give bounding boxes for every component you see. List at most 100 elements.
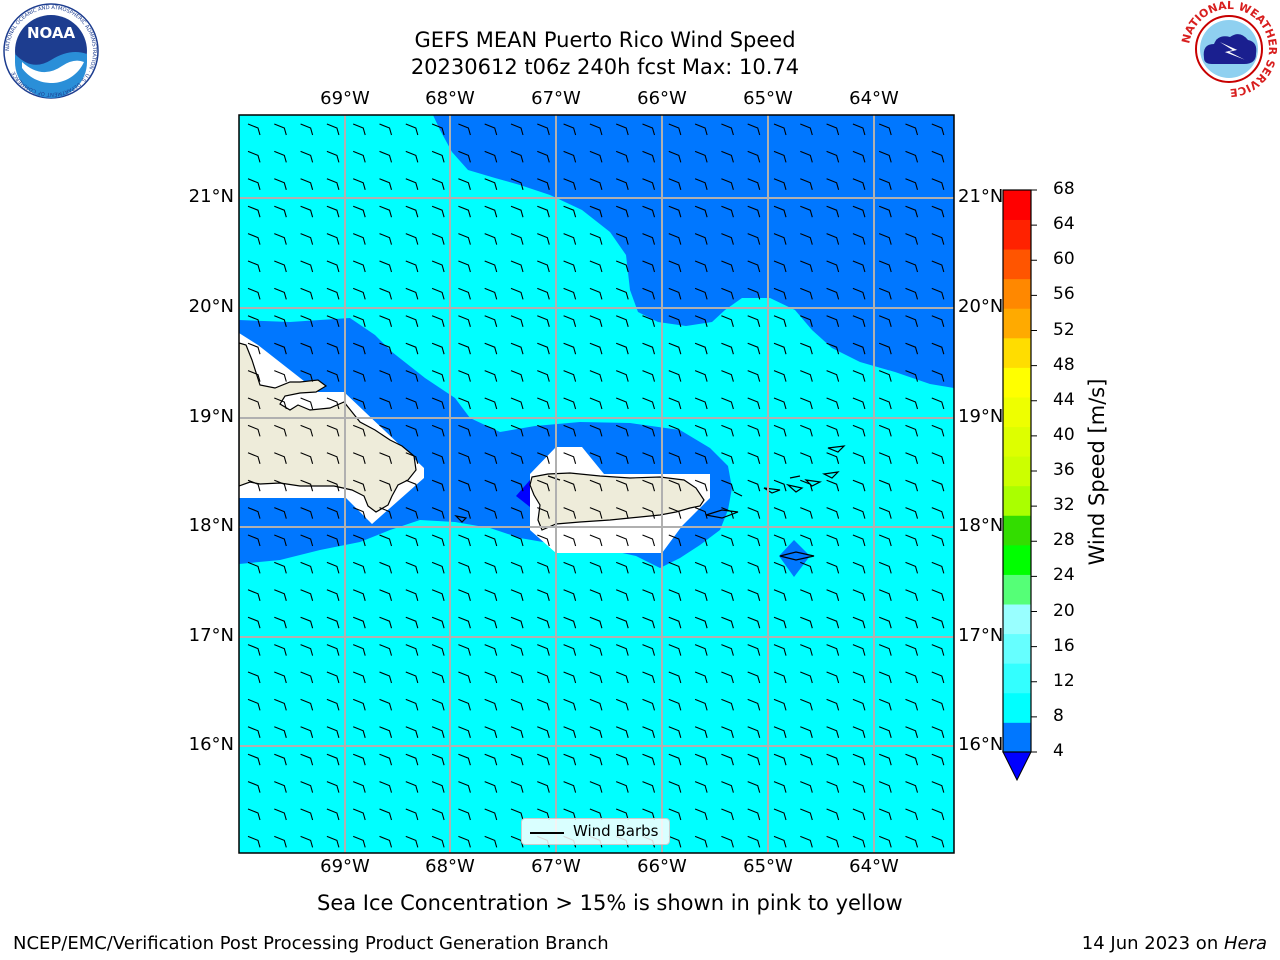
wind-barb (694, 397, 708, 410)
wind-barb (537, 452, 550, 464)
wind-barbs-legend: Wind Barbs (521, 818, 670, 845)
wind-barb (537, 205, 550, 218)
wind-barb (431, 370, 445, 382)
wind-barb (274, 233, 287, 245)
wind-barb (589, 589, 603, 601)
lat-label-right: 17°N (958, 625, 1004, 646)
wind-barb (326, 561, 340, 574)
wind-barb (510, 561, 524, 574)
wind-barb (826, 260, 840, 273)
wind-barb (800, 835, 813, 848)
wind-barb (694, 726, 708, 738)
wind-barb (694, 260, 708, 273)
wind-barb (274, 287, 287, 300)
noaa-logo-icon: NOAA NATIONAL OCEANIC AND ATMOSPHERIC AD… (2, 2, 100, 100)
wind-barb (352, 698, 366, 711)
wind-barb (274, 753, 287, 766)
wind-barb (458, 534, 471, 547)
wind-barb (852, 616, 866, 629)
wind-barb (931, 808, 945, 821)
wind-barb (694, 342, 708, 355)
wind-barb (852, 123, 866, 136)
colorbar-segment (1003, 367, 1031, 398)
wind-barb (931, 835, 945, 848)
wind-barb (905, 397, 919, 410)
wind-barb (458, 315, 471, 327)
wind-barb (905, 370, 919, 382)
wind-barb (905, 534, 919, 547)
wind-barb (484, 781, 498, 793)
wind-barb (405, 589, 419, 601)
wind-barb (510, 315, 524, 327)
colorbar-tick-label: 12 (1053, 670, 1075, 691)
wind-barb (668, 561, 682, 574)
wind-barb (352, 808, 366, 821)
wind-barb (694, 835, 708, 848)
wind-barb (405, 150, 419, 163)
wind-barb (537, 123, 550, 136)
wind-barb (563, 616, 577, 629)
wind-barb (589, 698, 603, 711)
wind-barb (642, 205, 656, 218)
wind-barb (694, 178, 708, 190)
wind-barb (800, 452, 813, 464)
colorbar-segment (1003, 722, 1031, 753)
wind-barb (773, 781, 787, 793)
wind-barb (852, 150, 866, 163)
wind-band-4-8-north (433, 115, 954, 388)
wind-barb (431, 507, 445, 519)
wind-barb (300, 452, 314, 464)
wind-barb (589, 315, 603, 327)
wind-barb (721, 561, 734, 574)
wind-barb (379, 150, 393, 163)
wind-barb (563, 233, 577, 245)
wind-barb (352, 260, 366, 273)
wind-barb (852, 507, 866, 519)
wind-barb (352, 205, 366, 218)
wind-barb (300, 835, 314, 848)
wind-barb (905, 205, 919, 218)
wind-barb (326, 753, 340, 766)
wind-barb (405, 507, 419, 519)
wind-barb (721, 698, 734, 711)
wind-barb (352, 233, 366, 245)
wind-barb (642, 644, 656, 656)
wind-barb (931, 561, 945, 574)
wind-barb (484, 424, 498, 437)
wind-barb (274, 150, 287, 163)
wind-barb (510, 342, 524, 355)
wind-barb (668, 781, 682, 793)
wind-barb (721, 424, 734, 437)
wind-barb (484, 616, 498, 629)
wind-barb (800, 342, 813, 355)
wind-barb (878, 808, 892, 821)
wind-barb (274, 370, 287, 382)
wind-barb (642, 589, 656, 601)
wind-barb (247, 561, 261, 574)
wind-barb (431, 342, 445, 355)
wind-barb (905, 589, 919, 601)
wind-barb (800, 315, 813, 327)
wind-barbs (247, 123, 945, 848)
wind-barb (642, 507, 656, 519)
lat-label-left: 19°N (188, 406, 234, 427)
wind-barb (694, 287, 708, 300)
plot-title-line-1: GEFS MEAN Puerto Rico Wind Speed (414, 28, 796, 52)
wind-barb (773, 698, 787, 711)
wind-barb (589, 479, 603, 492)
wind-barb (800, 507, 813, 519)
wind-barb (458, 781, 471, 793)
wind-barb (563, 260, 577, 273)
wind-barb (721, 205, 734, 218)
wind-barb (694, 808, 708, 821)
wind-barb (431, 479, 445, 492)
wind-barb (773, 452, 787, 464)
nws-logo-icon: NATIONAL WEATHER SERVICE (1179, 0, 1279, 99)
wind-barb (563, 150, 577, 163)
wind-barb (905, 781, 919, 793)
footer-date: 14 Jun 2023 on Hera (1082, 933, 1267, 954)
wind-barb (668, 698, 682, 711)
wind-barb (352, 644, 366, 656)
wind-barb (379, 698, 393, 711)
wind-barb (458, 698, 471, 711)
